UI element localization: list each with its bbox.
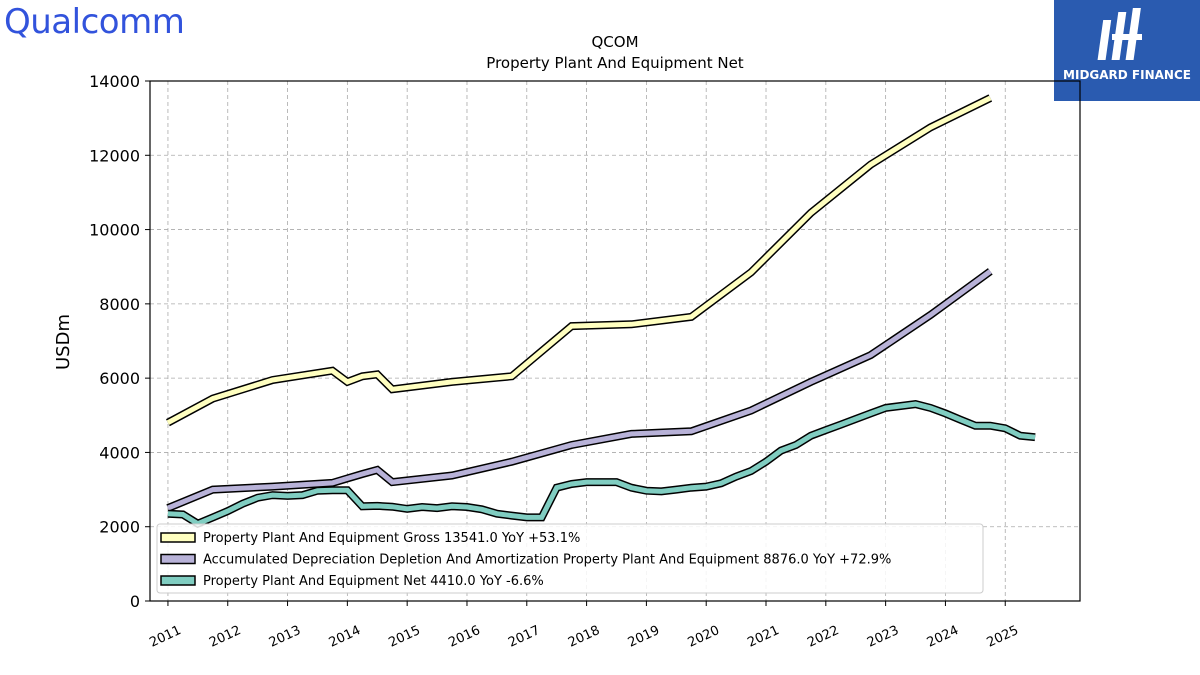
chart-title: QCOM (591, 33, 638, 51)
x-tick-label: 2025 (985, 623, 1021, 651)
series-line-1 (166, 269, 992, 511)
series-line-0 (166, 95, 992, 425)
legend-swatch (160, 553, 196, 565)
x-tick-label: 2019 (626, 623, 662, 651)
legend-entry: Property Plant And Equipment Net 4410.0 … (203, 574, 544, 589)
legend-swatch (160, 575, 196, 586)
x-tick-label: 2015 (387, 623, 423, 651)
legend-entry: Accumulated Depreciation Depletion And A… (203, 553, 891, 568)
y-tick-label: 10000 (89, 221, 140, 240)
x-tick-label: 2023 (865, 623, 901, 651)
legend-swatch (160, 532, 196, 543)
y-tick-label: 12000 (89, 146, 140, 165)
series-line-outline-1 (166, 268, 993, 512)
x-tick-label: 2022 (805, 623, 841, 651)
midgard-brand-text: MIDGARD FINANCE (1063, 68, 1191, 82)
series-line-2 (167, 401, 1036, 527)
y-tick-label: 2000 (99, 518, 140, 537)
series-lines (166, 94, 1036, 529)
chart-subtitle: Property Plant And Equipment Net (486, 54, 743, 72)
midgard-emblem-icon (1097, 8, 1142, 60)
x-tick-label: 2024 (925, 623, 961, 651)
series-line-outline-2 (167, 400, 1036, 529)
y-tick-label: 8000 (99, 295, 140, 314)
grid-lines (150, 80, 1080, 601)
y-tick-label: 6000 (99, 369, 140, 388)
x-tick-label: 2016 (446, 623, 482, 651)
plot-frame (149, 80, 1081, 602)
midgard-finance-logo: MIDGARD FINANCE (1054, 0, 1200, 101)
legend: Property Plant And Equipment Gross 13541… (156, 523, 984, 594)
y-tick-label: 0 (130, 592, 140, 611)
x-tick-label: 2020 (686, 623, 722, 651)
x-tick-label: 2014 (327, 623, 363, 651)
x-tick-label: 2021 (745, 623, 781, 651)
y-axis-label: USDm (53, 314, 74, 370)
qualcomm-logo: Qualcomm (4, 2, 185, 42)
legend-box (156, 523, 984, 594)
legend-entry: Property Plant And Equipment Gross 13541… (203, 531, 580, 546)
x-tick-label: 2013 (267, 623, 303, 651)
x-tick-label: 2017 (506, 623, 542, 651)
y-tick-label: 14000 (89, 72, 140, 91)
x-tick-label: 2012 (207, 623, 243, 651)
y-tick-label: 4000 (99, 443, 140, 462)
series-line-outline-0 (166, 94, 993, 427)
x-tick-label: 2018 (566, 623, 602, 651)
x-tick-label: 2011 (147, 623, 183, 651)
